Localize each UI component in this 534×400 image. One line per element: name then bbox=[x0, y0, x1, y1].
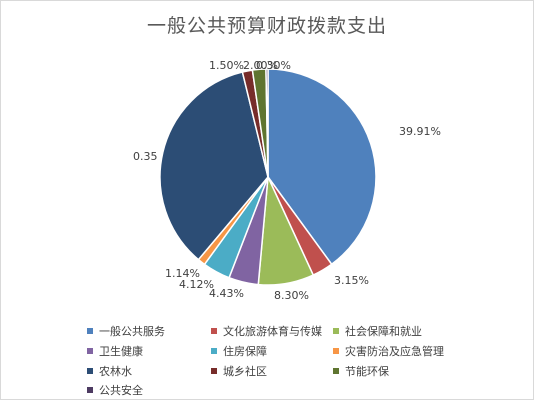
slice-data-label: 0.30% bbox=[256, 59, 291, 72]
legend-label: 住房保障 bbox=[223, 345, 267, 358]
legend-swatch bbox=[87, 368, 93, 374]
legend-item: 灾害防治及应急管理 bbox=[333, 343, 444, 359]
slice-data-label: 8.30% bbox=[274, 289, 309, 302]
legend-label: 一般公共服务 bbox=[99, 325, 165, 338]
pie-slice bbox=[267, 68, 377, 266]
legend-label: 城乡社区 bbox=[223, 365, 267, 378]
legend-swatch bbox=[211, 368, 217, 374]
pie-slice bbox=[159, 71, 269, 261]
slice-data-label: 4.43% bbox=[209, 287, 244, 300]
slice-data-label: 3.15% bbox=[334, 274, 369, 287]
legend-label: 文化旅游体育与传媒 bbox=[223, 325, 322, 338]
legend-item: 节能环保 bbox=[333, 363, 389, 379]
slice-data-label: 1.14% bbox=[165, 267, 200, 280]
legend-swatch bbox=[333, 328, 339, 334]
legend-swatch bbox=[333, 368, 339, 374]
pie-slice bbox=[265, 68, 269, 178]
legend-swatch bbox=[211, 328, 217, 334]
legend-swatch bbox=[333, 348, 339, 354]
chart-title: 一般公共预算财政拨款支出 bbox=[146, 15, 387, 37]
slice-data-label: 2.00% bbox=[243, 59, 278, 72]
legend-item: 公共安全 bbox=[87, 382, 143, 398]
legend-label: 灾害防治及应急管理 bbox=[345, 345, 444, 358]
slice-data-label: 4.12% bbox=[179, 278, 214, 291]
legend-item: 社会保障和就业 bbox=[333, 323, 422, 339]
legend-swatch bbox=[211, 348, 217, 354]
slice-data-label: 1.50% bbox=[209, 59, 244, 72]
legend-item: 农林水 bbox=[87, 363, 132, 379]
legend-label: 卫生健康 bbox=[99, 345, 143, 358]
legend-label: 节能环保 bbox=[345, 365, 389, 378]
legend-item: 住房保障 bbox=[211, 343, 267, 359]
legend-swatch bbox=[87, 328, 93, 334]
legend-swatch bbox=[87, 387, 93, 393]
legend-label: 农林水 bbox=[99, 365, 132, 378]
slice-data-label: 39.91% bbox=[399, 125, 441, 138]
legend-label: 公共安全 bbox=[99, 384, 143, 397]
legend-swatch bbox=[87, 348, 93, 354]
legend-item: 城乡社区 bbox=[211, 363, 267, 379]
slice-data-label: 0.35 bbox=[133, 150, 158, 163]
legend-label: 社会保障和就业 bbox=[345, 325, 422, 338]
legend-item: 一般公共服务 bbox=[87, 323, 165, 339]
legend-item: 卫生健康 bbox=[87, 343, 143, 359]
legend-item: 文化旅游体育与传媒 bbox=[211, 323, 322, 339]
